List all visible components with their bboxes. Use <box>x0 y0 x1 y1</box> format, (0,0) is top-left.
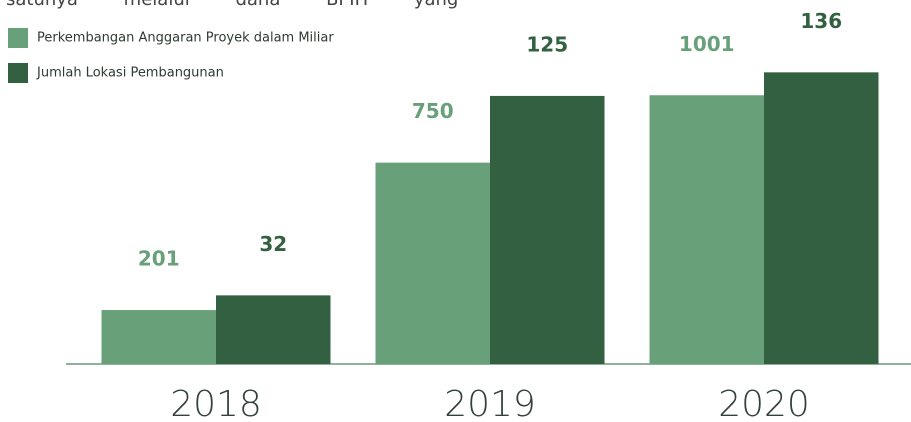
x-tick-label: 2020 <box>718 384 810 422</box>
value-label: 125 <box>526 32 568 56</box>
value-label: 750 <box>412 99 454 123</box>
value-label: 32 <box>259 232 287 256</box>
legend-label: Perkembangan Anggaran Proyek dalam Milia… <box>37 31 334 46</box>
bar <box>649 95 764 364</box>
bar <box>216 295 331 364</box>
bar <box>490 95 605 365</box>
x-tick-label: 2018 <box>170 384 262 422</box>
bar <box>101 310 216 364</box>
bar <box>375 162 490 364</box>
bar <box>764 72 879 365</box>
legend-swatch <box>8 63 28 83</box>
legend-label: Jumlah Lokasi Pembangunan <box>36 66 224 81</box>
value-label: 1001 <box>679 32 735 56</box>
value-label: 201 <box>138 247 180 271</box>
value-label: 136 <box>800 9 842 33</box>
cropped-text: satunya melalui dana BPIH yang <box>6 0 458 10</box>
legend-swatch <box>8 28 28 48</box>
x-tick-label: 2019 <box>444 384 536 422</box>
